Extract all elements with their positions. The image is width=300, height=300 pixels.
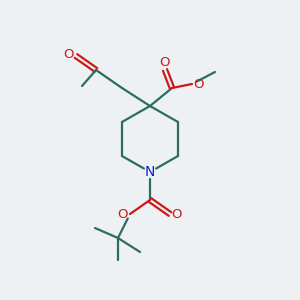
Text: O: O (172, 208, 182, 220)
Text: O: O (118, 208, 128, 220)
Text: O: O (64, 47, 74, 61)
Text: N: N (145, 165, 155, 179)
Text: O: O (160, 56, 170, 70)
Text: O: O (194, 77, 204, 91)
